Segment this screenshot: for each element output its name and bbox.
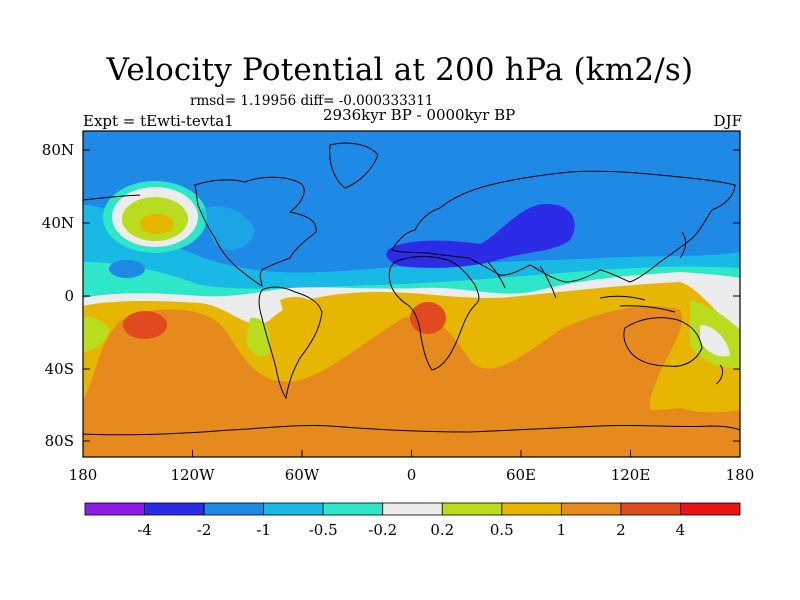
- colorbar-label: -1: [256, 521, 271, 539]
- colorbar-swatch: [620, 502, 681, 516]
- coast-india: [539, 265, 557, 299]
- x-tick-label: 0: [407, 466, 417, 484]
- coast-indonesia: [599, 295, 676, 313]
- season-label: DJF: [713, 112, 742, 130]
- field-white-pacific: [700, 325, 730, 357]
- colorbar-swatch: [560, 502, 622, 516]
- x-tick-label: 180: [69, 466, 98, 484]
- colorbar-label: -2: [197, 521, 212, 539]
- y-tick-label: 80N: [42, 141, 74, 159]
- y-tick-label: 40S: [45, 360, 74, 378]
- field-yellow-samerica: [280, 296, 319, 327]
- colorbar-label: -0.2: [368, 521, 397, 539]
- colorbar-swatch: [84, 502, 145, 516]
- field-yellow-pacific-south: [660, 364, 740, 413]
- chart-title: Velocity Potential at 200 hPa (km2/s): [106, 52, 694, 88]
- x-tick-marks: [82, 450, 741, 457]
- colorbar-label: 4: [676, 521, 686, 539]
- field-eurasia-min: [386, 203, 575, 268]
- coast-africa: [388, 256, 480, 371]
- x-tick-label: 120E: [611, 466, 651, 484]
- field-orange: [83, 306, 740, 457]
- field-np-ring-yellow: [140, 214, 174, 234]
- field-green-west: [83, 317, 110, 352]
- colorbar-swatch: [441, 502, 503, 516]
- colorbar-label: -4: [137, 521, 152, 539]
- contour-field: [83, 131, 740, 457]
- colorbar-label: -0.5: [309, 521, 338, 539]
- coast-bering: [83, 194, 141, 201]
- x-tick-label: 60E: [506, 466, 536, 484]
- field-np-blob: [109, 260, 145, 278]
- coast-arabia: [487, 261, 506, 289]
- x-tick-label: 120W: [170, 466, 215, 484]
- colorbar: -4 -2 -1 -0.5 -0.2 0.2 0.5 1 2 4: [84, 502, 741, 539]
- y-tick-marks: [83, 149, 740, 442]
- y-tick-label: 40N: [42, 214, 74, 232]
- field-red-africa: [410, 302, 446, 334]
- x-tick-label: 180: [726, 466, 755, 484]
- y-tick-label: 80S: [45, 432, 74, 450]
- experiment-label: Expt = tEwti-tevta1: [83, 112, 234, 130]
- colorbar-label: 0.5: [490, 521, 514, 539]
- y-tick-label: 0: [64, 287, 74, 305]
- colorbar-label: 1: [557, 521, 567, 539]
- field-cyan-band: [83, 205, 740, 290]
- coast-new-zealand: [715, 364, 724, 385]
- rmsd-stats: rmsd= 1.19956 diff= -0.000333311: [190, 93, 434, 109]
- colorbar-swatch: [382, 502, 443, 516]
- colorbar-swatch: [263, 502, 324, 516]
- colorbar-swatch: [501, 502, 562, 516]
- x-tick-label: 60W: [285, 466, 320, 484]
- field-yellow-africa-east: [470, 299, 520, 349]
- field-red-pacific: [123, 311, 167, 339]
- coast-greenland: [329, 142, 379, 189]
- coastlines: [83, 142, 740, 436]
- coast-japan: [679, 231, 687, 259]
- coast-south-america: [258, 286, 323, 400]
- coast-australia: [623, 317, 703, 367]
- field-namerica-cyan: [200, 206, 255, 250]
- coast-eurasia: [391, 170, 736, 283]
- colorbar-swatch: [203, 502, 265, 516]
- colorbar-swatch: [680, 502, 741, 516]
- coast-north-america: [194, 176, 317, 287]
- colorbar-label: 0.2: [430, 521, 454, 539]
- coast-antarctica: [83, 424, 740, 436]
- colorbar-swatch: [144, 502, 205, 516]
- colorbar-label: 2: [616, 521, 626, 539]
- period-label: 2936kyr BP - 0000kyr BP: [323, 106, 516, 124]
- colorbar-swatch: [322, 502, 384, 516]
